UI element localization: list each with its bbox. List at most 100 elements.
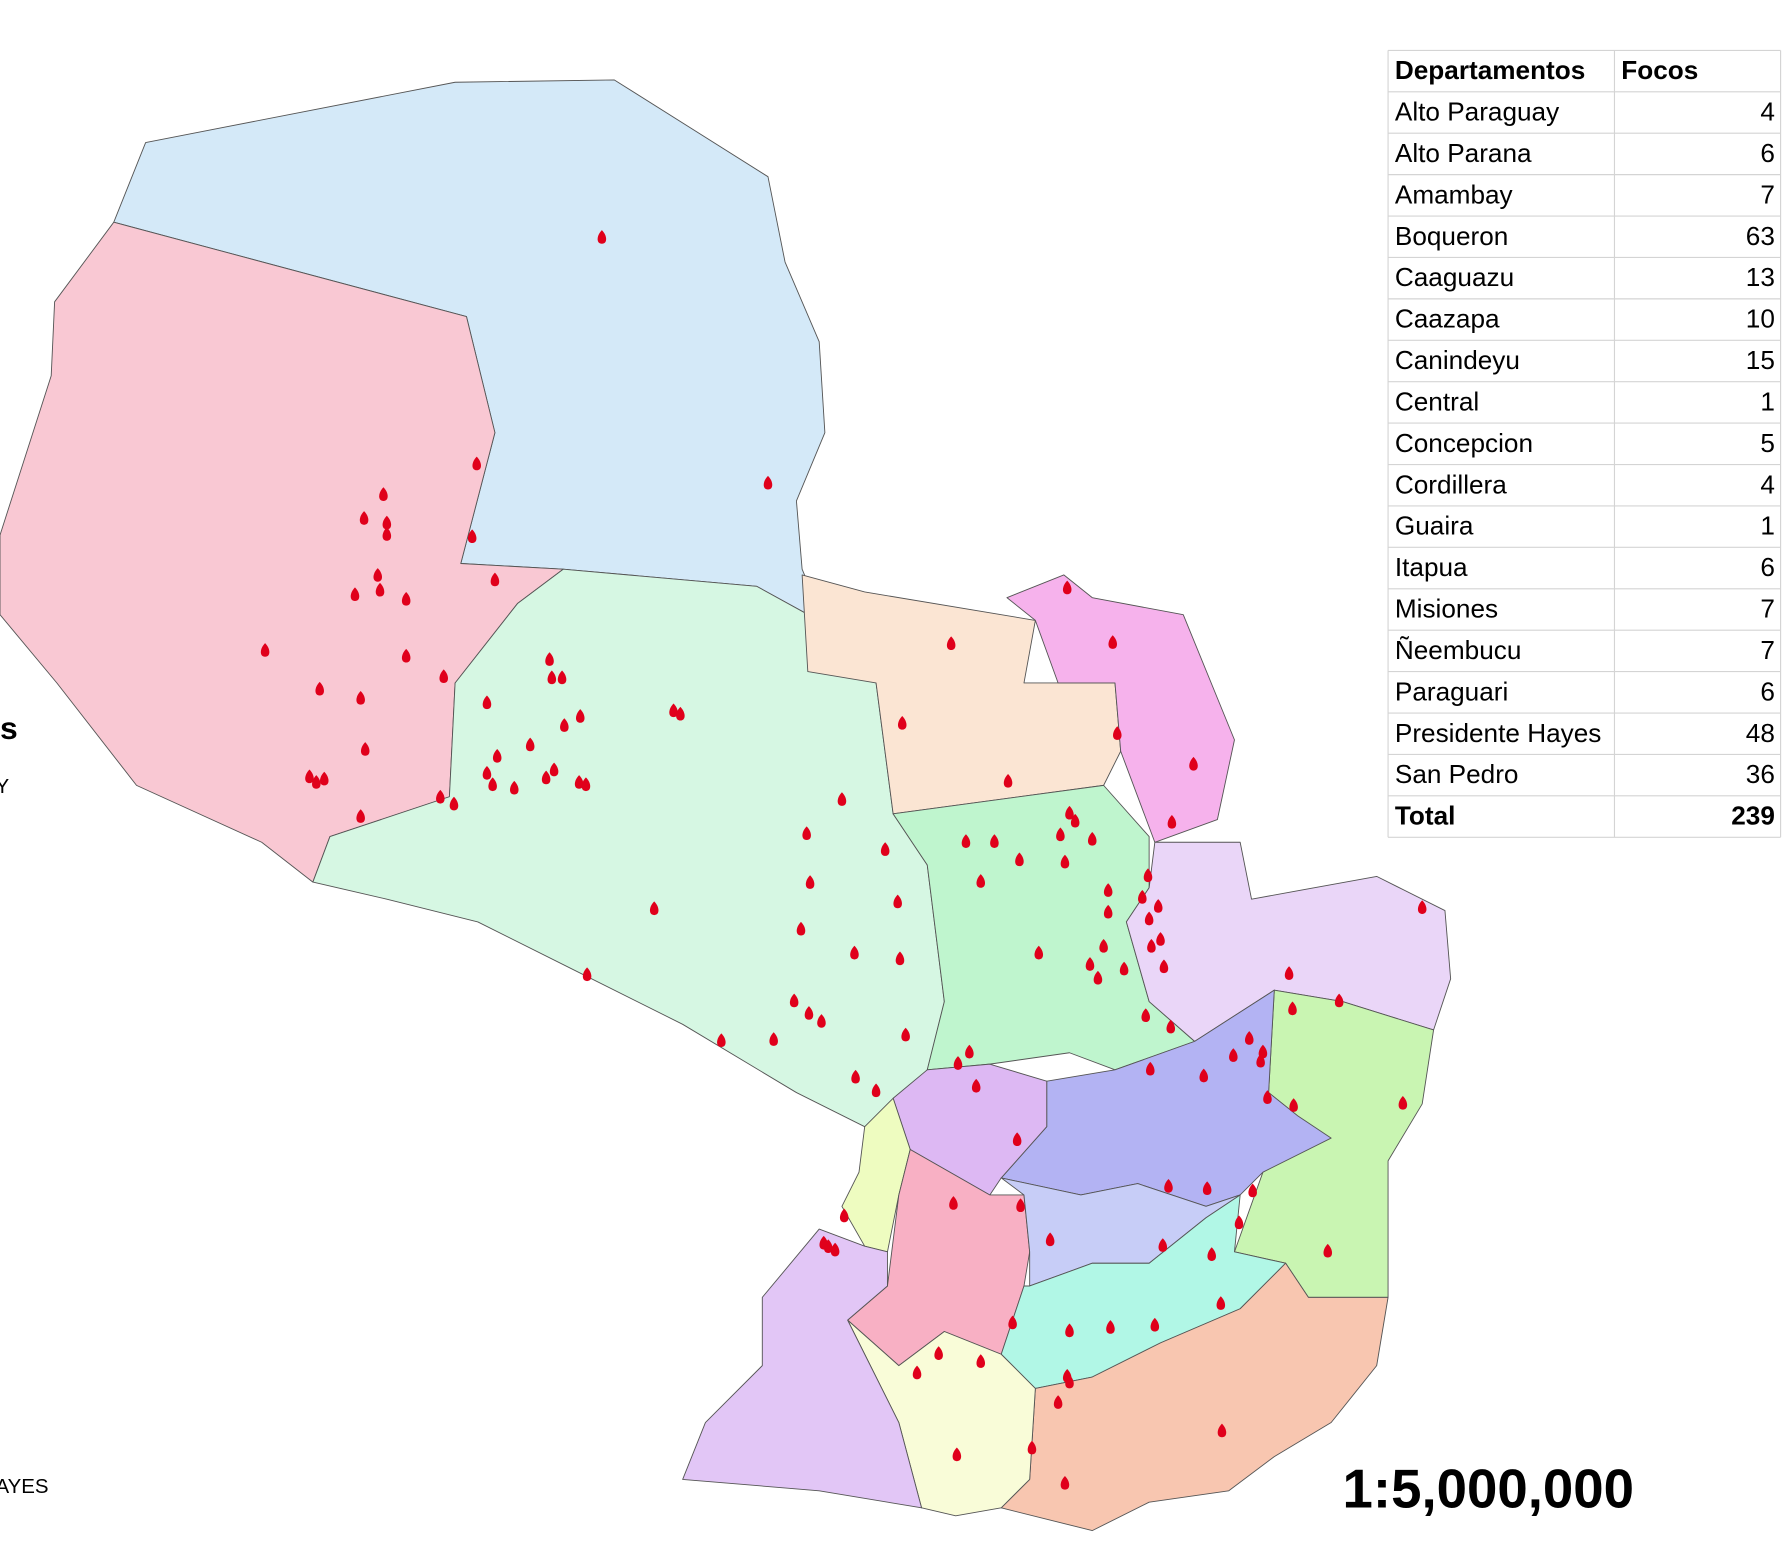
departments (0, 79, 1452, 1532)
fire-icon (1146, 1061, 1155, 1076)
table-cell: Presidente Hayes (1395, 718, 1601, 748)
fire-icon (1189, 756, 1198, 771)
table-cell: 5 (1760, 428, 1775, 458)
fire-icon (850, 945, 859, 960)
neembucu (682, 1228, 923, 1509)
table-cell: Focos (1621, 55, 1698, 85)
fire-icon (1167, 814, 1177, 829)
fire-icon (1065, 805, 1074, 820)
fire-icon (472, 456, 481, 471)
table-cell: 7 (1760, 635, 1775, 665)
fire-icon (965, 1044, 974, 1059)
fire-icon (1062, 580, 1072, 595)
fire-icon (1323, 1243, 1333, 1258)
fire-icon (1027, 1440, 1037, 1455)
table-cell: 7 (1760, 594, 1775, 624)
fire-icon (934, 1346, 943, 1360)
fire-icon (490, 572, 500, 587)
fire-icon (897, 715, 907, 730)
fire-icon (893, 894, 902, 909)
fire-icon (830, 1242, 840, 1257)
fire-icon (1060, 1475, 1070, 1490)
fire-icon (1166, 1019, 1176, 1034)
fire-icon (1103, 883, 1113, 897)
legend-fragment: AYES (0, 1475, 49, 1498)
fire-icon (976, 874, 986, 888)
fire-icon (509, 780, 519, 795)
table-cell: 1 (1760, 386, 1775, 416)
table-cell: 36 (1746, 759, 1775, 789)
fire-icon (717, 1033, 726, 1048)
fire-icon (305, 769, 314, 784)
fire-icon (649, 901, 659, 916)
fire-icon (946, 636, 956, 650)
fire-icon (676, 706, 685, 721)
fire-icon (1053, 1395, 1063, 1409)
fire-icon (952, 1447, 962, 1462)
fire-icon (1234, 1215, 1244, 1230)
table-cell: Misiones (1395, 594, 1498, 624)
fire-icon (260, 643, 270, 657)
fire-icon (1398, 1095, 1408, 1110)
fire-icon (1244, 1031, 1254, 1045)
table-cell: Guaira (1395, 511, 1474, 541)
fire-icon (817, 1014, 826, 1028)
table-cell: 6 (1760, 552, 1775, 582)
fire-icon (851, 1069, 860, 1084)
fire-icon (1216, 1296, 1226, 1310)
fire-icon (802, 826, 811, 840)
fire-icon (990, 834, 999, 848)
table-cell: San Pedro (1395, 759, 1519, 789)
table-cell: Departamentos (1395, 55, 1585, 85)
fire-icon (356, 690, 365, 705)
fire-icon (350, 587, 360, 602)
fire-icon (895, 951, 905, 966)
fire-points (260, 230, 1427, 1490)
fire-icon (449, 796, 459, 811)
table-cell: 4 (1760, 469, 1775, 499)
fire-icon (1156, 932, 1165, 946)
fire-icon (1150, 1317, 1160, 1332)
fire-icon (1202, 1181, 1212, 1195)
fire-icon (1093, 970, 1103, 985)
fire-icon (1417, 900, 1427, 914)
fire-icon (1288, 1001, 1297, 1016)
fire-icon (769, 1032, 778, 1046)
fire-icon (382, 527, 392, 541)
fire-icon (1012, 1132, 1022, 1147)
fire-icon (1143, 868, 1153, 883)
fire-icon (436, 789, 445, 804)
fire-icon (1016, 1198, 1025, 1213)
fire-icon (804, 1006, 814, 1020)
table-cell: 7 (1760, 179, 1775, 209)
fire-icon (547, 670, 557, 685)
fire-icon (1158, 1238, 1168, 1252)
fire-icon (492, 748, 502, 763)
fire-icon (1263, 1090, 1272, 1104)
fire-icon (1207, 1247, 1216, 1261)
fire-icon (871, 1083, 881, 1098)
fire-icon (482, 766, 492, 780)
table-cell: 4 (1760, 97, 1775, 127)
table-cell: Caazapa (1395, 304, 1500, 334)
fire-icon (949, 1196, 958, 1210)
fire-icon (1106, 1320, 1115, 1334)
fire-icon (1153, 899, 1163, 913)
table-cell: Canindeyu (1395, 345, 1520, 375)
fire-icon (1159, 959, 1169, 974)
table-cell: Amambay (1395, 179, 1514, 209)
fire-icon (439, 669, 448, 683)
amambay (1006, 574, 1235, 843)
table-cell: 13 (1746, 262, 1775, 292)
legend-fragment: Y (0, 775, 9, 798)
fire-icon (356, 809, 365, 823)
fire-icon (1199, 1068, 1209, 1083)
fire-icon (1119, 961, 1129, 976)
fire-icon (805, 875, 815, 889)
fire-icon (360, 742, 370, 756)
fire-icon (1108, 635, 1117, 649)
fire-icon (375, 582, 385, 597)
fire-icon (912, 1365, 922, 1380)
